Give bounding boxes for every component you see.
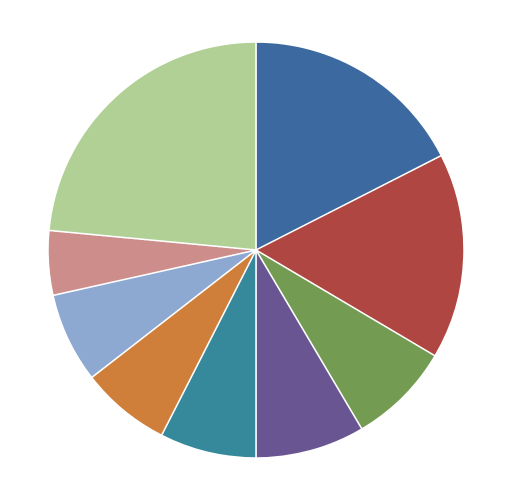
- pie-svg: [0, 0, 512, 500]
- pie-chart: [0, 0, 512, 500]
